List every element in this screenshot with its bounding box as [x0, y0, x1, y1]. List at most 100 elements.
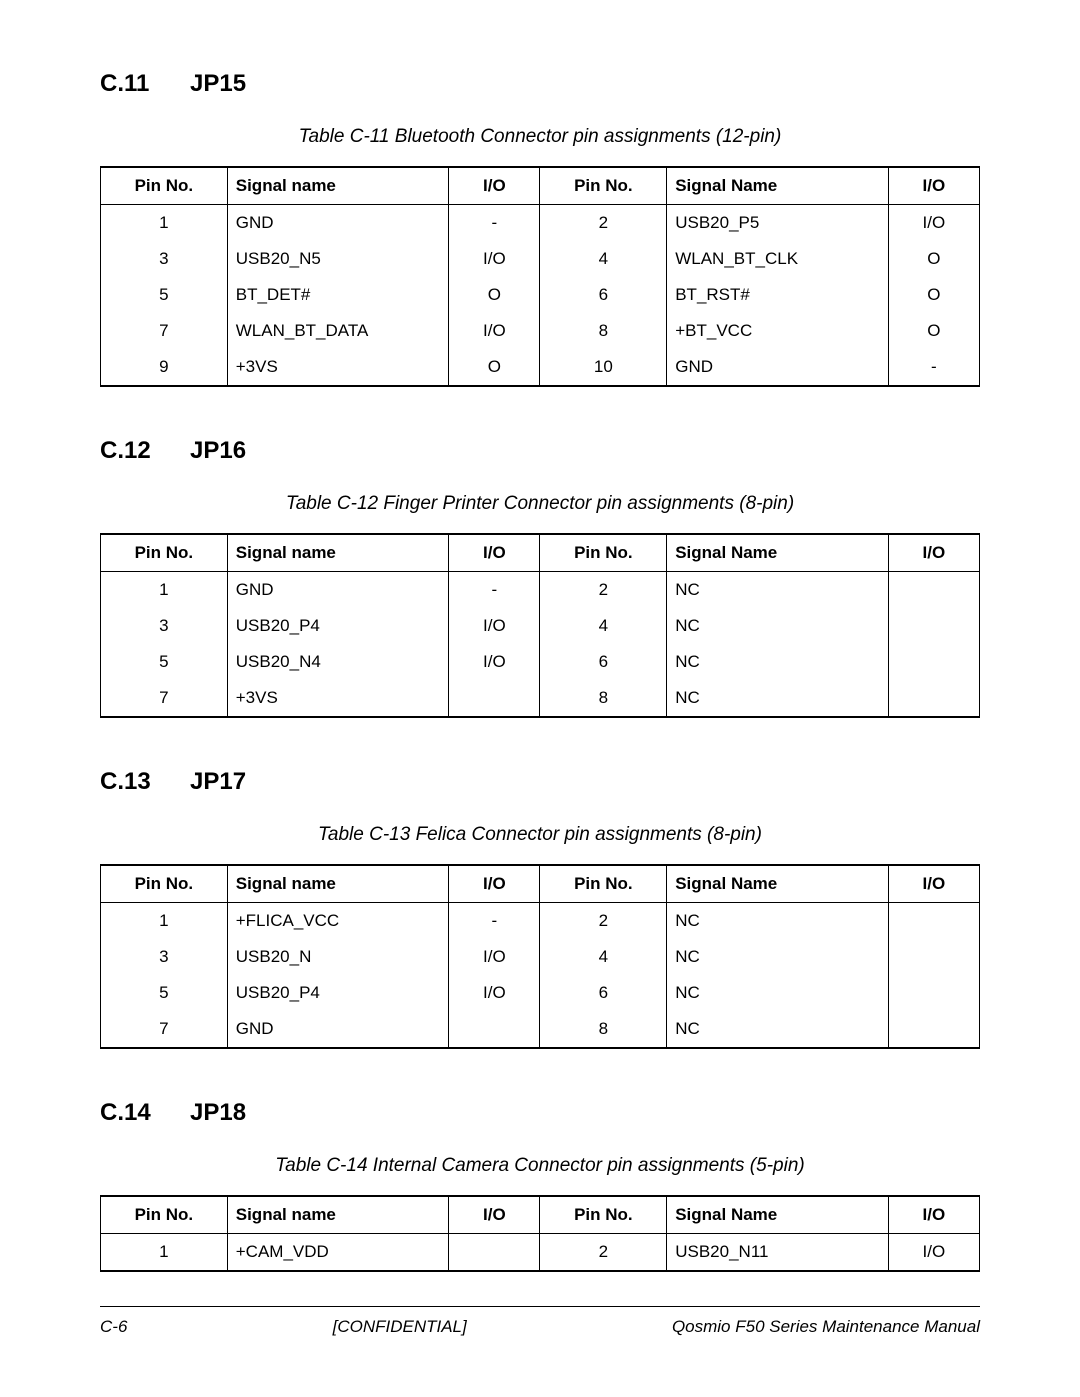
table-cell: 1 [101, 205, 228, 242]
table-caption: Table C-14 Internal Camera Connector pin… [100, 1155, 980, 1177]
table-header-cell: I/O [449, 167, 540, 205]
table-cell: WLAN_BT_CLK [667, 241, 889, 277]
table-cell: 2 [540, 572, 667, 609]
table-header-cell: I/O [449, 865, 540, 903]
table-cell: I/O [449, 644, 540, 680]
table-cell: I/O [449, 608, 540, 644]
table-cell: 1 [101, 903, 228, 940]
table-row: 1GND-2NC [101, 572, 980, 609]
table-cell: 9 [101, 349, 228, 386]
table-cell: BT_DET# [227, 277, 449, 313]
table-row: 3USB20_N5I/O4WLAN_BT_CLKO [101, 241, 980, 277]
table-cell: NC [667, 680, 889, 717]
table-cell: GND [227, 205, 449, 242]
table-cell: O [888, 241, 979, 277]
table-cell [449, 680, 540, 717]
section-heading: C.13JP17 [100, 768, 980, 796]
table-cell: USB20_N4 [227, 644, 449, 680]
table-cell: NC [667, 644, 889, 680]
sections-container: C.11JP15Table C-11 Bluetooth Connector p… [100, 70, 980, 1272]
pin-table: Pin No.Signal nameI/OPin No.Signal NameI… [100, 1195, 980, 1272]
table-header-cell: Signal name [227, 1196, 449, 1234]
table-cell: 5 [101, 277, 228, 313]
footer-line: C-6 [CONFIDENTIAL] Qosmio F50 Series Mai… [100, 1317, 980, 1337]
table-cell [449, 1234, 540, 1272]
table-cell: NC [667, 939, 889, 975]
table-header-cell: Signal name [227, 534, 449, 572]
table-header-cell: Signal name [227, 865, 449, 903]
table-cell: 6 [540, 644, 667, 680]
table-caption: Table C-12 Finger Printer Connector pin … [100, 493, 980, 515]
footer-page-number: C-6 [100, 1317, 127, 1337]
pin-table: Pin No.Signal nameI/OPin No.Signal NameI… [100, 166, 980, 387]
table-cell: WLAN_BT_DATA [227, 313, 449, 349]
table-cell: 2 [540, 205, 667, 242]
table-cell: 10 [540, 349, 667, 386]
table-cell: USB20_P5 [667, 205, 889, 242]
section: C.12JP16 Table C-12 Finger Printer Connec… [100, 437, 980, 718]
table-cell: 3 [101, 939, 228, 975]
footer-rule [100, 1306, 980, 1307]
section-number: C.13 [100, 768, 190, 796]
table-cell: 6 [540, 975, 667, 1011]
section-heading: C.12JP16 [100, 437, 980, 465]
section-label: JP17 [190, 768, 246, 795]
table-header-cell: Pin No. [101, 1196, 228, 1234]
table-row: 7+3VS8NC [101, 680, 980, 717]
section-label: JP18 [190, 1099, 246, 1126]
table-cell: +CAM_VDD [227, 1234, 449, 1272]
table-cell: 8 [540, 1011, 667, 1048]
table-header-cell: Pin No. [540, 534, 667, 572]
table-cell: O [888, 313, 979, 349]
document-page: C.11JP15Table C-11 Bluetooth Connector p… [0, 0, 1080, 1397]
pin-table: Pin No.Signal nameI/OPin No.Signal NameI… [100, 533, 980, 718]
table-header-cell: Signal Name [667, 534, 889, 572]
table-cell: NC [667, 903, 889, 940]
table-cell: USB20_N11 [667, 1234, 889, 1272]
footer-manual-title: Qosmio F50 Series Maintenance Manual [672, 1317, 980, 1337]
table-cell: O [449, 277, 540, 313]
table-row: 5BT_DET#O6BT_RST#O [101, 277, 980, 313]
table-cell: GND [227, 1011, 449, 1048]
table-cell: 2 [540, 903, 667, 940]
table-cell [888, 975, 979, 1011]
table-header-cell: Pin No. [101, 534, 228, 572]
table-cell: GND [227, 572, 449, 609]
table-row: 3USB20_P4I/O4NC [101, 608, 980, 644]
table-header-cell: Signal Name [667, 167, 889, 205]
table-cell: +BT_VCC [667, 313, 889, 349]
table-cell: I/O [449, 975, 540, 1011]
table-cell: 7 [101, 680, 228, 717]
table-cell: - [449, 205, 540, 242]
table-caption: Table C-13 Felica Connector pin assignme… [100, 824, 980, 846]
table-cell: USB20_P4 [227, 975, 449, 1011]
table-cell: 6 [540, 277, 667, 313]
table-header-cell: Signal name [227, 167, 449, 205]
table-cell [888, 572, 979, 609]
table-cell: I/O [888, 205, 979, 242]
table-cell: +3VS [227, 680, 449, 717]
page-footer: C-6 [CONFIDENTIAL] Qosmio F50 Series Mai… [100, 1306, 980, 1337]
table-cell: 3 [101, 241, 228, 277]
table-cell [888, 644, 979, 680]
table-cell [888, 939, 979, 975]
table-header-cell: I/O [888, 865, 979, 903]
table-row: 9+3VSO10GND- [101, 349, 980, 386]
table-header-cell: I/O [888, 167, 979, 205]
table-cell [888, 903, 979, 940]
table-header-cell: Pin No. [101, 167, 228, 205]
table-header-cell: Signal Name [667, 865, 889, 903]
table-row: 1+CAM_VDD2USB20_N11I/O [101, 1234, 980, 1272]
table-cell: NC [667, 975, 889, 1011]
table-cell: 5 [101, 644, 228, 680]
section-label: JP15 [190, 70, 246, 97]
table-cell: 2 [540, 1234, 667, 1272]
table-cell: USB20_N5 [227, 241, 449, 277]
table-cell: +FLICA_VCC [227, 903, 449, 940]
table-cell: USB20_P4 [227, 608, 449, 644]
pin-table: Pin No.Signal nameI/OPin No.Signal NameI… [100, 864, 980, 1049]
table-cell: I/O [449, 241, 540, 277]
table-cell [449, 1011, 540, 1048]
section: C.13JP17 Table C-13 Felica Connector pin … [100, 768, 980, 1049]
table-header-cell: I/O [888, 1196, 979, 1234]
